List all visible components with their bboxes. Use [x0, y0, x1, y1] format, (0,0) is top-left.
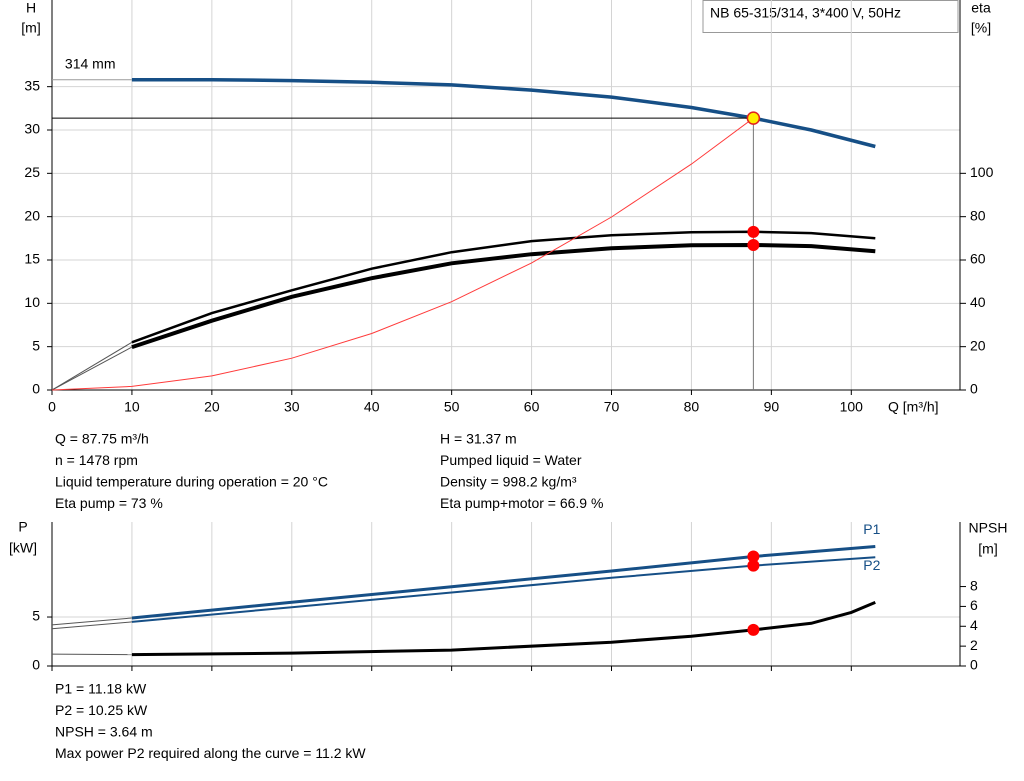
y2-axis-unit: [%]: [971, 20, 991, 36]
y-tick-label: 30: [24, 121, 40, 137]
info-text: Liquid temperature during operation = 20…: [55, 474, 328, 490]
x-tick-label: 40: [364, 399, 380, 415]
curve: [131, 242, 876, 349]
y-tick-label: 35: [24, 77, 40, 93]
info-text: Max power P2 required along the curve = …: [55, 745, 366, 761]
operating-point: [746, 111, 761, 125]
curve: [131, 556, 876, 623]
operating-point: [747, 623, 760, 636]
y2-axis-label: NPSH: [969, 520, 1008, 536]
y2-tick-label: 20: [970, 337, 986, 353]
x-tick-label: 50: [444, 399, 460, 415]
info-text: Q = 87.75 m³/h: [55, 431, 149, 447]
curve: [51, 617, 132, 626]
curve: [51, 653, 132, 656]
y2-tick-label: 4: [970, 617, 978, 633]
y2-tick-label: 2: [970, 637, 978, 653]
y2-tick-label: 80: [970, 207, 986, 223]
y-tick-label: 15: [24, 251, 40, 267]
x-tick-label: 60: [524, 399, 540, 415]
x-axis-label: Q [m³/h]: [888, 399, 939, 415]
info-text: NPSH = 3.64 m: [55, 724, 153, 740]
curve-label: P2: [863, 557, 880, 573]
x-tick-label: 0: [48, 399, 56, 415]
y-axis-label: P: [18, 519, 27, 535]
curve: [131, 601, 876, 657]
x-tick-label: 30: [284, 399, 300, 415]
operating-point: [747, 239, 760, 252]
curve: [131, 545, 876, 620]
curve-label: P1: [863, 521, 880, 537]
curve: [131, 77, 876, 149]
y2-tick-label: 0: [970, 657, 978, 673]
y-tick-label: 10: [24, 294, 40, 310]
y2-tick-label: 0: [970, 381, 978, 397]
y-tick-label: 0: [32, 657, 40, 673]
y-axis-label: H: [26, 0, 36, 16]
operating-point: [747, 225, 760, 238]
y-axis-unit: [m]: [21, 20, 40, 36]
curve: [51, 341, 133, 391]
y2-tick-label: 8: [970, 577, 978, 593]
info-text: Density = 998.2 kg/m³: [440, 474, 577, 490]
operating-point: [747, 559, 760, 572]
x-tick-label: 10: [124, 399, 140, 415]
curve: [51, 621, 132, 630]
y-tick-label: 5: [32, 337, 40, 353]
operating-point: [747, 550, 760, 563]
info-text: Pumped liquid = Water: [440, 452, 582, 468]
curve: [51, 117, 754, 391]
x-tick-label: 90: [764, 399, 780, 415]
y-tick-label: 25: [24, 164, 40, 180]
title-box: [702, 0, 959, 33]
y-axis-unit: [kW]: [9, 540, 37, 556]
curve: [131, 230, 876, 344]
x-tick-label: 70: [604, 399, 620, 415]
y-tick-label: 5: [32, 608, 40, 624]
y2-tick-label: 6: [970, 597, 978, 613]
info-text: P2 = 10.25 kW: [55, 702, 148, 718]
y2-tick-label: 60: [970, 251, 986, 267]
info-text: Eta pump+motor = 66.9 %: [440, 495, 603, 511]
x-tick-label: 100: [840, 399, 864, 415]
curve: [51, 346, 133, 391]
x-tick-label: 20: [204, 399, 220, 415]
y2-axis-label: eta: [971, 0, 991, 16]
y2-tick-label: 100: [970, 164, 994, 180]
y-tick-label: 0: [32, 381, 40, 397]
y2-axis-unit: [m]: [978, 541, 997, 557]
info-text: Eta pump = 73 %: [55, 495, 163, 511]
info-text: n = 1478 rpm: [55, 452, 138, 468]
x-tick-label: 80: [684, 399, 700, 415]
y-tick-label: 20: [24, 207, 40, 223]
curve-label: 314 mm: [65, 55, 116, 71]
y2-tick-label: 40: [970, 294, 986, 310]
chart-title: NB 65-315/314, 3*400 V, 50Hz: [710, 5, 901, 21]
info-text: P1 = 11.18 kW: [55, 681, 147, 697]
info-text: H = 31.37 m: [440, 431, 517, 447]
